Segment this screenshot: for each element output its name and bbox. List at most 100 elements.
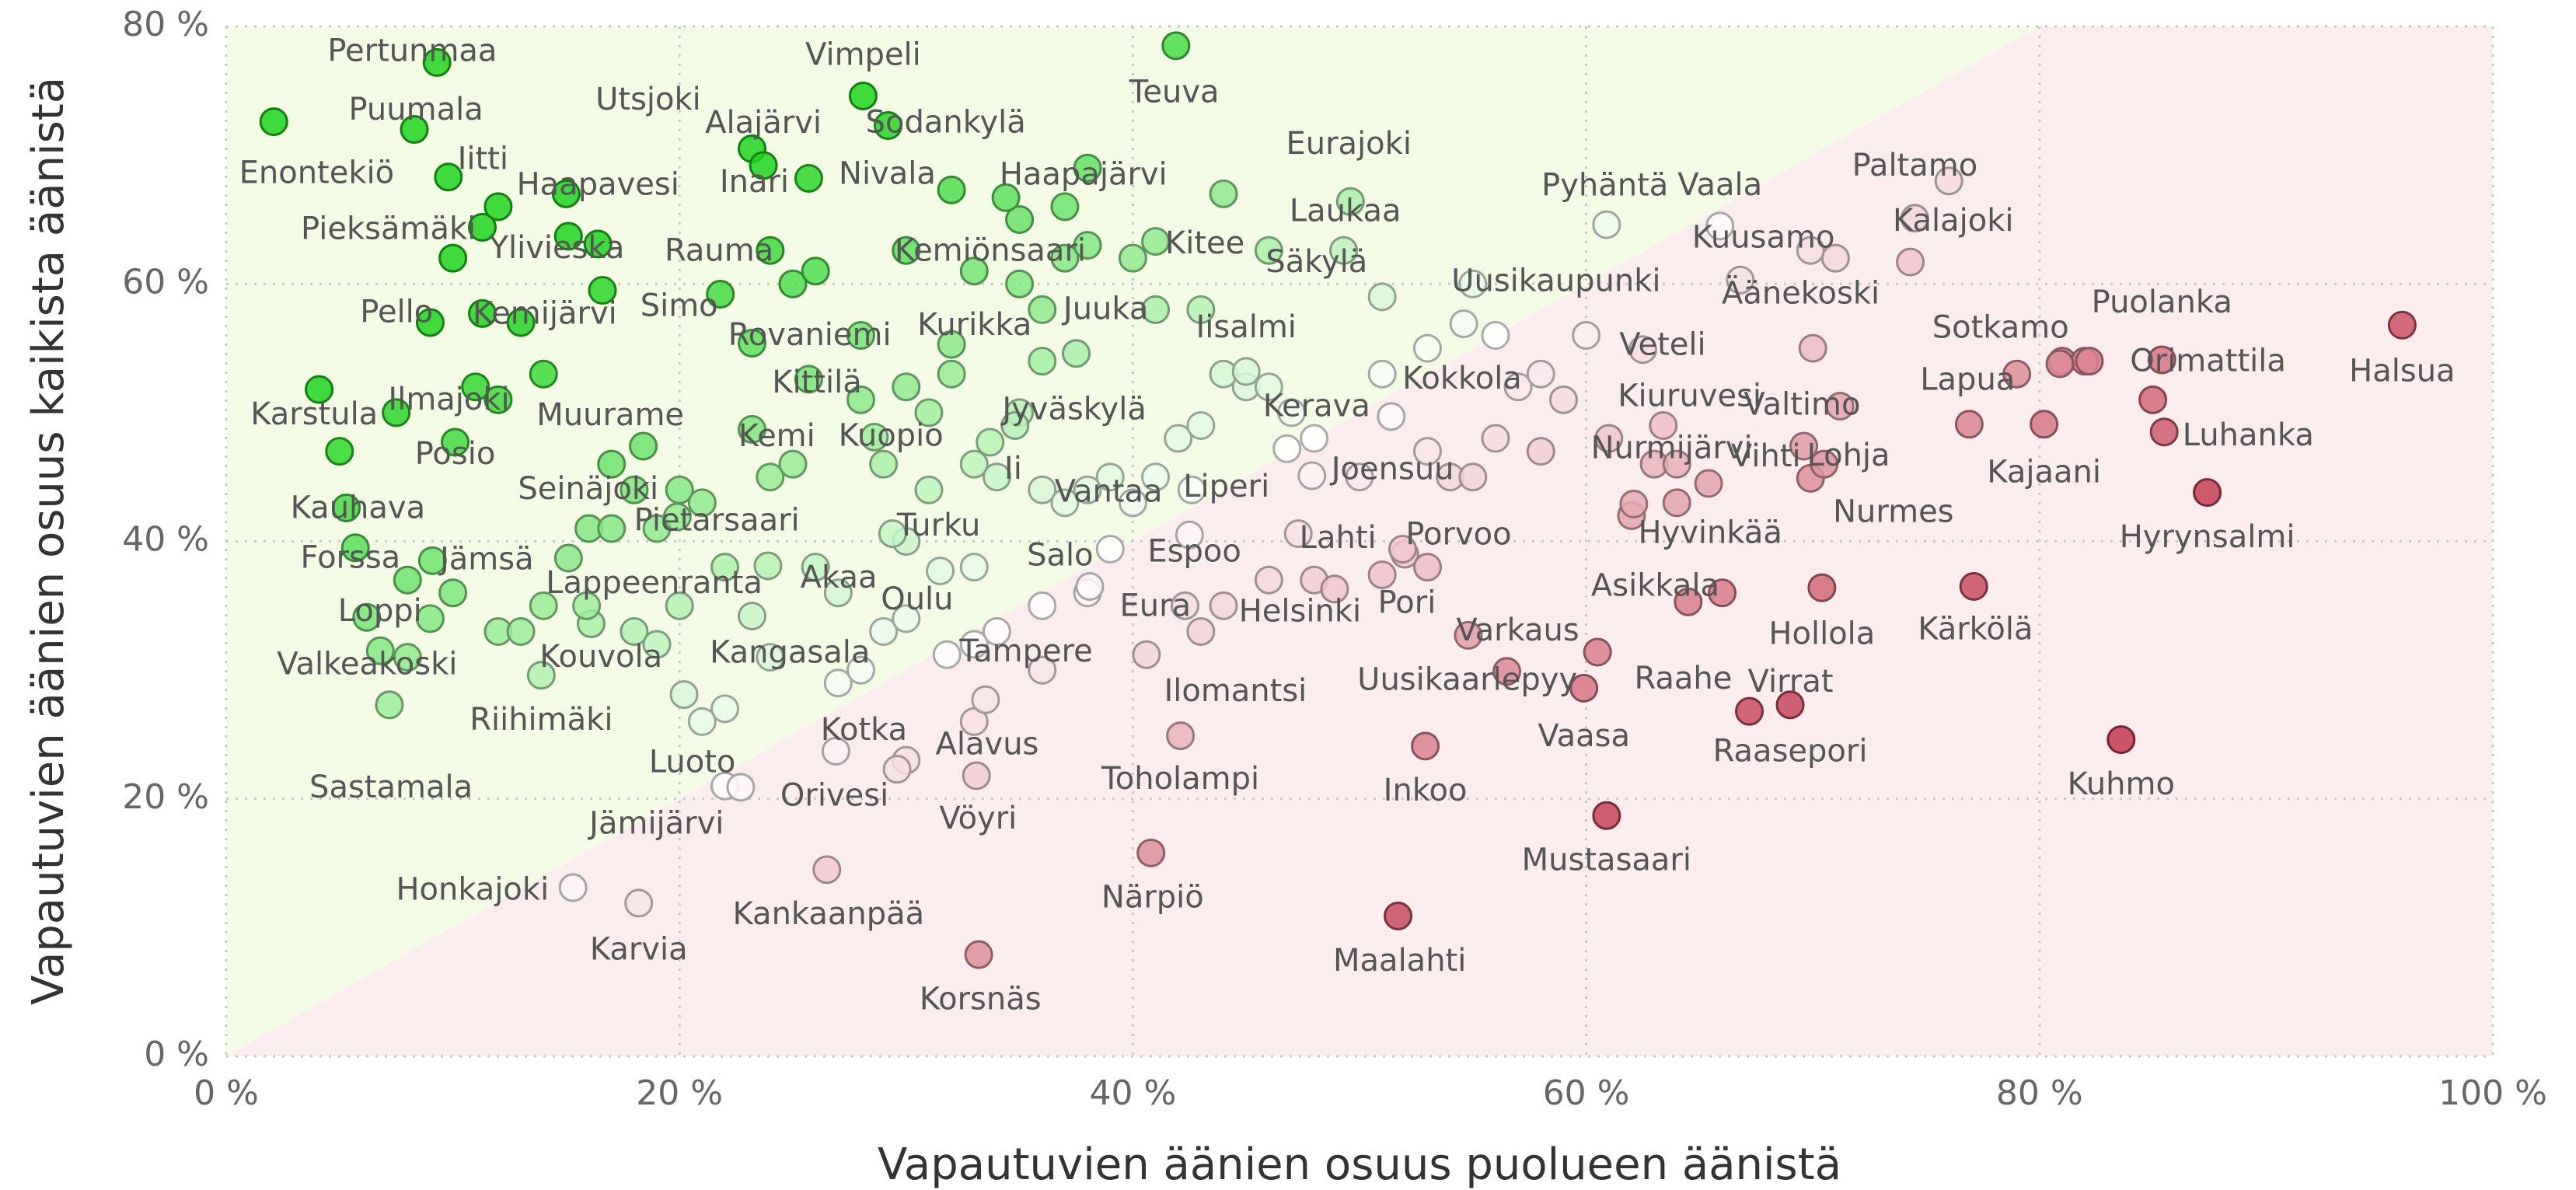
point (434, 162, 463, 192)
point (778, 269, 808, 298)
point (529, 359, 558, 389)
point (1073, 475, 1102, 504)
point-label: Alavus (936, 727, 1039, 763)
point-label: Asikkala (1591, 567, 1719, 603)
point-label: Kotka (821, 712, 907, 748)
point (553, 543, 583, 573)
point-label: Haapajärvi (1000, 157, 1168, 193)
point (1412, 333, 1442, 363)
point (483, 192, 513, 222)
point-label: Luoto (649, 745, 736, 780)
point-label: Orivesi (780, 778, 888, 814)
point (1254, 565, 1283, 595)
point-label: Halsua (2349, 354, 2455, 389)
point (553, 222, 583, 251)
point-label: Nurmes (1833, 494, 1953, 530)
point (1141, 227, 1171, 256)
point-label: Mustasaari (1522, 843, 1691, 878)
point (982, 616, 1011, 646)
point (1798, 333, 1827, 363)
point (914, 398, 944, 427)
point-label: Karstula (250, 396, 378, 432)
point (1569, 673, 1599, 703)
point (738, 414, 767, 444)
point-label: Lahti (1300, 520, 1377, 556)
point (583, 229, 613, 259)
point (964, 940, 993, 969)
point (2107, 725, 2136, 755)
point (801, 553, 830, 582)
point (2138, 385, 2168, 414)
point-label: Helsinki (1239, 593, 1361, 629)
point-label: Vimpeli (805, 37, 921, 73)
point (1384, 901, 1413, 930)
point (738, 602, 767, 631)
point (914, 475, 944, 504)
point-label: Eura (1120, 588, 1192, 623)
point (305, 375, 334, 404)
point (756, 462, 785, 492)
x-tick-label: 20 % (636, 1073, 723, 1113)
point (441, 427, 470, 457)
point (687, 488, 717, 518)
point (1694, 469, 1723, 498)
point (1005, 204, 1035, 234)
point (749, 151, 778, 180)
point (1062, 339, 1091, 368)
point (1005, 269, 1035, 298)
point-label: Jyväskylä (1000, 391, 1147, 427)
point-label: Korsnäs (920, 982, 1042, 1017)
point-label: Rauma (665, 232, 773, 268)
point (1592, 801, 1621, 830)
point (687, 707, 717, 736)
point-label: Porvoo (1405, 516, 1511, 552)
point (597, 514, 627, 543)
point (624, 888, 654, 918)
point (332, 493, 361, 522)
point (506, 616, 536, 646)
point (1300, 424, 1329, 453)
point (1073, 231, 1102, 260)
point (325, 437, 354, 466)
ticks: 0 % 20 % 40 % 60 % 80 % 100 % 0 % 20 % 40 % 60 % 8… (122, 5, 2547, 1113)
point-label: Jämsä (438, 541, 534, 577)
x-tick-label: 100 % (2438, 1073, 2547, 1113)
point (1454, 620, 1483, 650)
point (726, 773, 756, 802)
point (710, 694, 740, 724)
point (1186, 410, 1216, 440)
point (1272, 434, 1302, 463)
point-label: Virrat (1748, 664, 1834, 700)
point (1367, 282, 1397, 312)
point (1548, 385, 1578, 414)
point-label: Kuusamo (1692, 219, 1835, 255)
point (1050, 488, 1080, 518)
point (1662, 488, 1691, 518)
point (629, 431, 658, 461)
point (1583, 637, 1612, 667)
point-label: Kauhava (291, 490, 425, 526)
point-label: Pieksämäki (301, 211, 476, 247)
point-label: Uusikaupunki (1451, 263, 1660, 299)
point-label: Ilomantsi (1164, 673, 1307, 709)
point (892, 236, 921, 265)
point (1592, 210, 1621, 239)
point-label: Loppi (338, 593, 422, 629)
point (1254, 236, 1283, 265)
point (706, 280, 735, 309)
point (1807, 573, 1837, 602)
point (1186, 616, 1216, 646)
point (1050, 243, 1080, 273)
point-label: Varkaus (1456, 612, 1579, 648)
point (620, 616, 649, 646)
point (415, 308, 445, 337)
point-label: Lappeenranta (546, 565, 763, 601)
point-label: Kitee (1165, 225, 1244, 261)
y-tick-label: 20 % (122, 777, 209, 817)
point-label: Kemi (738, 418, 815, 454)
point-label: Kajaani (1987, 454, 2101, 490)
x-tick-label: 0 % (194, 1073, 259, 1113)
point (1594, 424, 1624, 453)
point (1526, 359, 1555, 389)
point-label: Kerava (1263, 388, 1370, 424)
